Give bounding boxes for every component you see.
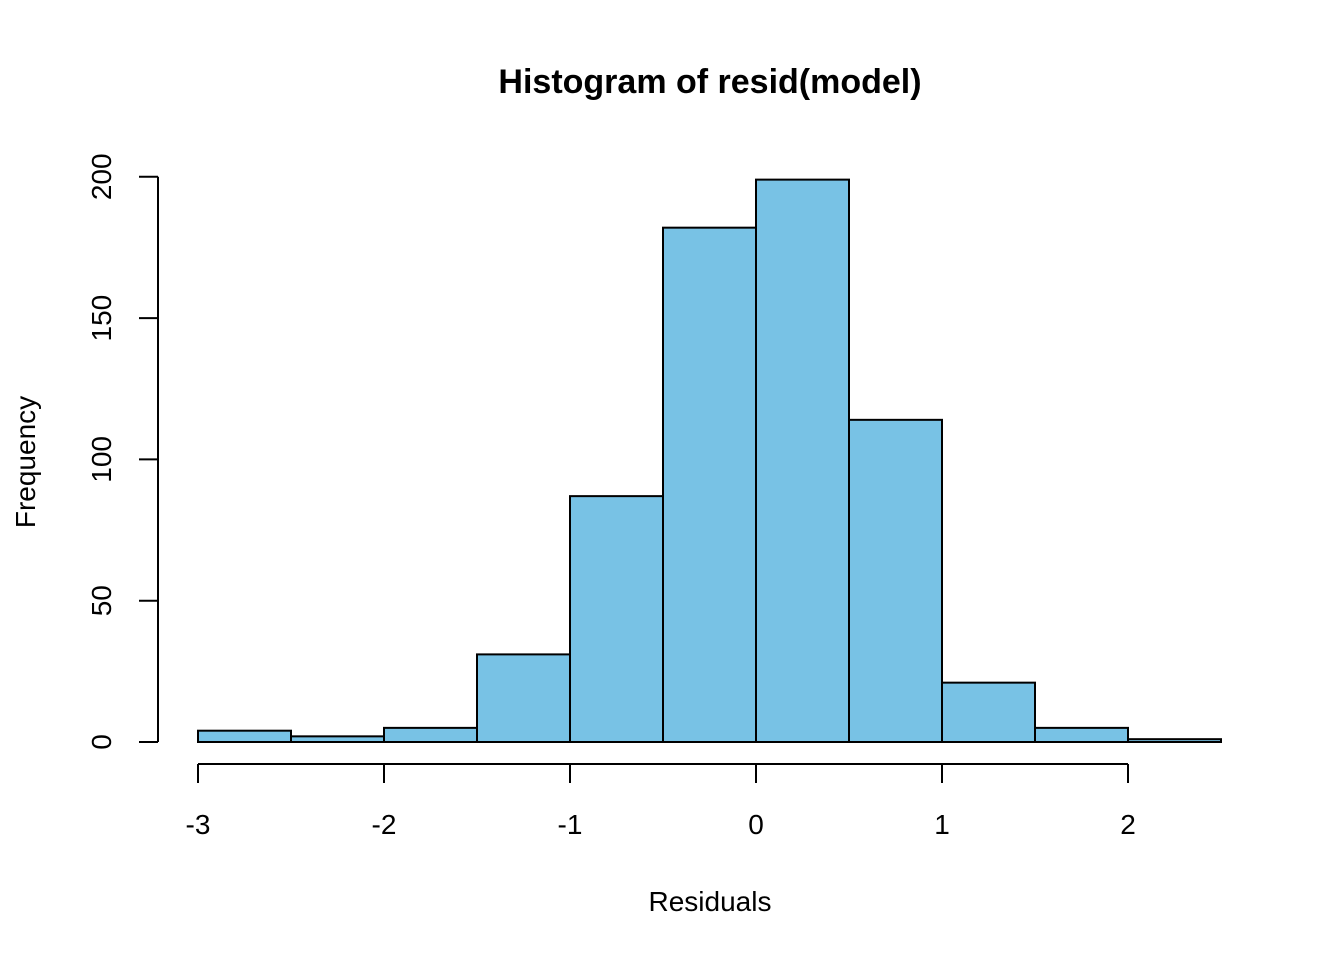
histogram-bar <box>755 178 850 744</box>
x-tick-label: -3 <box>186 809 211 840</box>
histogram-bar <box>569 495 664 743</box>
y-tick-label: 0 <box>86 734 117 750</box>
histogram-bar <box>197 729 292 743</box>
histogram-bar <box>662 226 757 743</box>
x-tick-label: 0 <box>748 809 764 840</box>
histogram-bar <box>383 726 478 743</box>
x-tick-label: -1 <box>558 809 583 840</box>
histogram-bar <box>290 735 385 744</box>
histogram-bar <box>476 653 571 743</box>
x-tick-label: 1 <box>934 809 950 840</box>
bars-group <box>197 178 1222 744</box>
histogram-bar <box>1127 738 1222 744</box>
x-tick-label: -2 <box>372 809 397 840</box>
chart-title: Histogram of resid(model) <box>498 63 921 101</box>
y-tick-label: 50 <box>86 585 117 616</box>
y-axis-label: Frequency <box>10 396 41 528</box>
histogram-bar <box>848 418 943 743</box>
y-tick-label: 200 <box>86 153 117 200</box>
histogram-bar <box>1034 726 1129 743</box>
x-axis: -3 -2 -1 0 1 2 <box>186 763 1136 840</box>
x-axis-label: Residuals <box>649 886 772 917</box>
y-tick-label: 100 <box>86 436 117 483</box>
y-axis: 0 50 100 150 200 <box>86 153 159 750</box>
x-tick-label: 2 <box>1120 809 1136 840</box>
histogram-bar <box>941 681 1036 743</box>
y-tick-label: 150 <box>86 295 117 342</box>
